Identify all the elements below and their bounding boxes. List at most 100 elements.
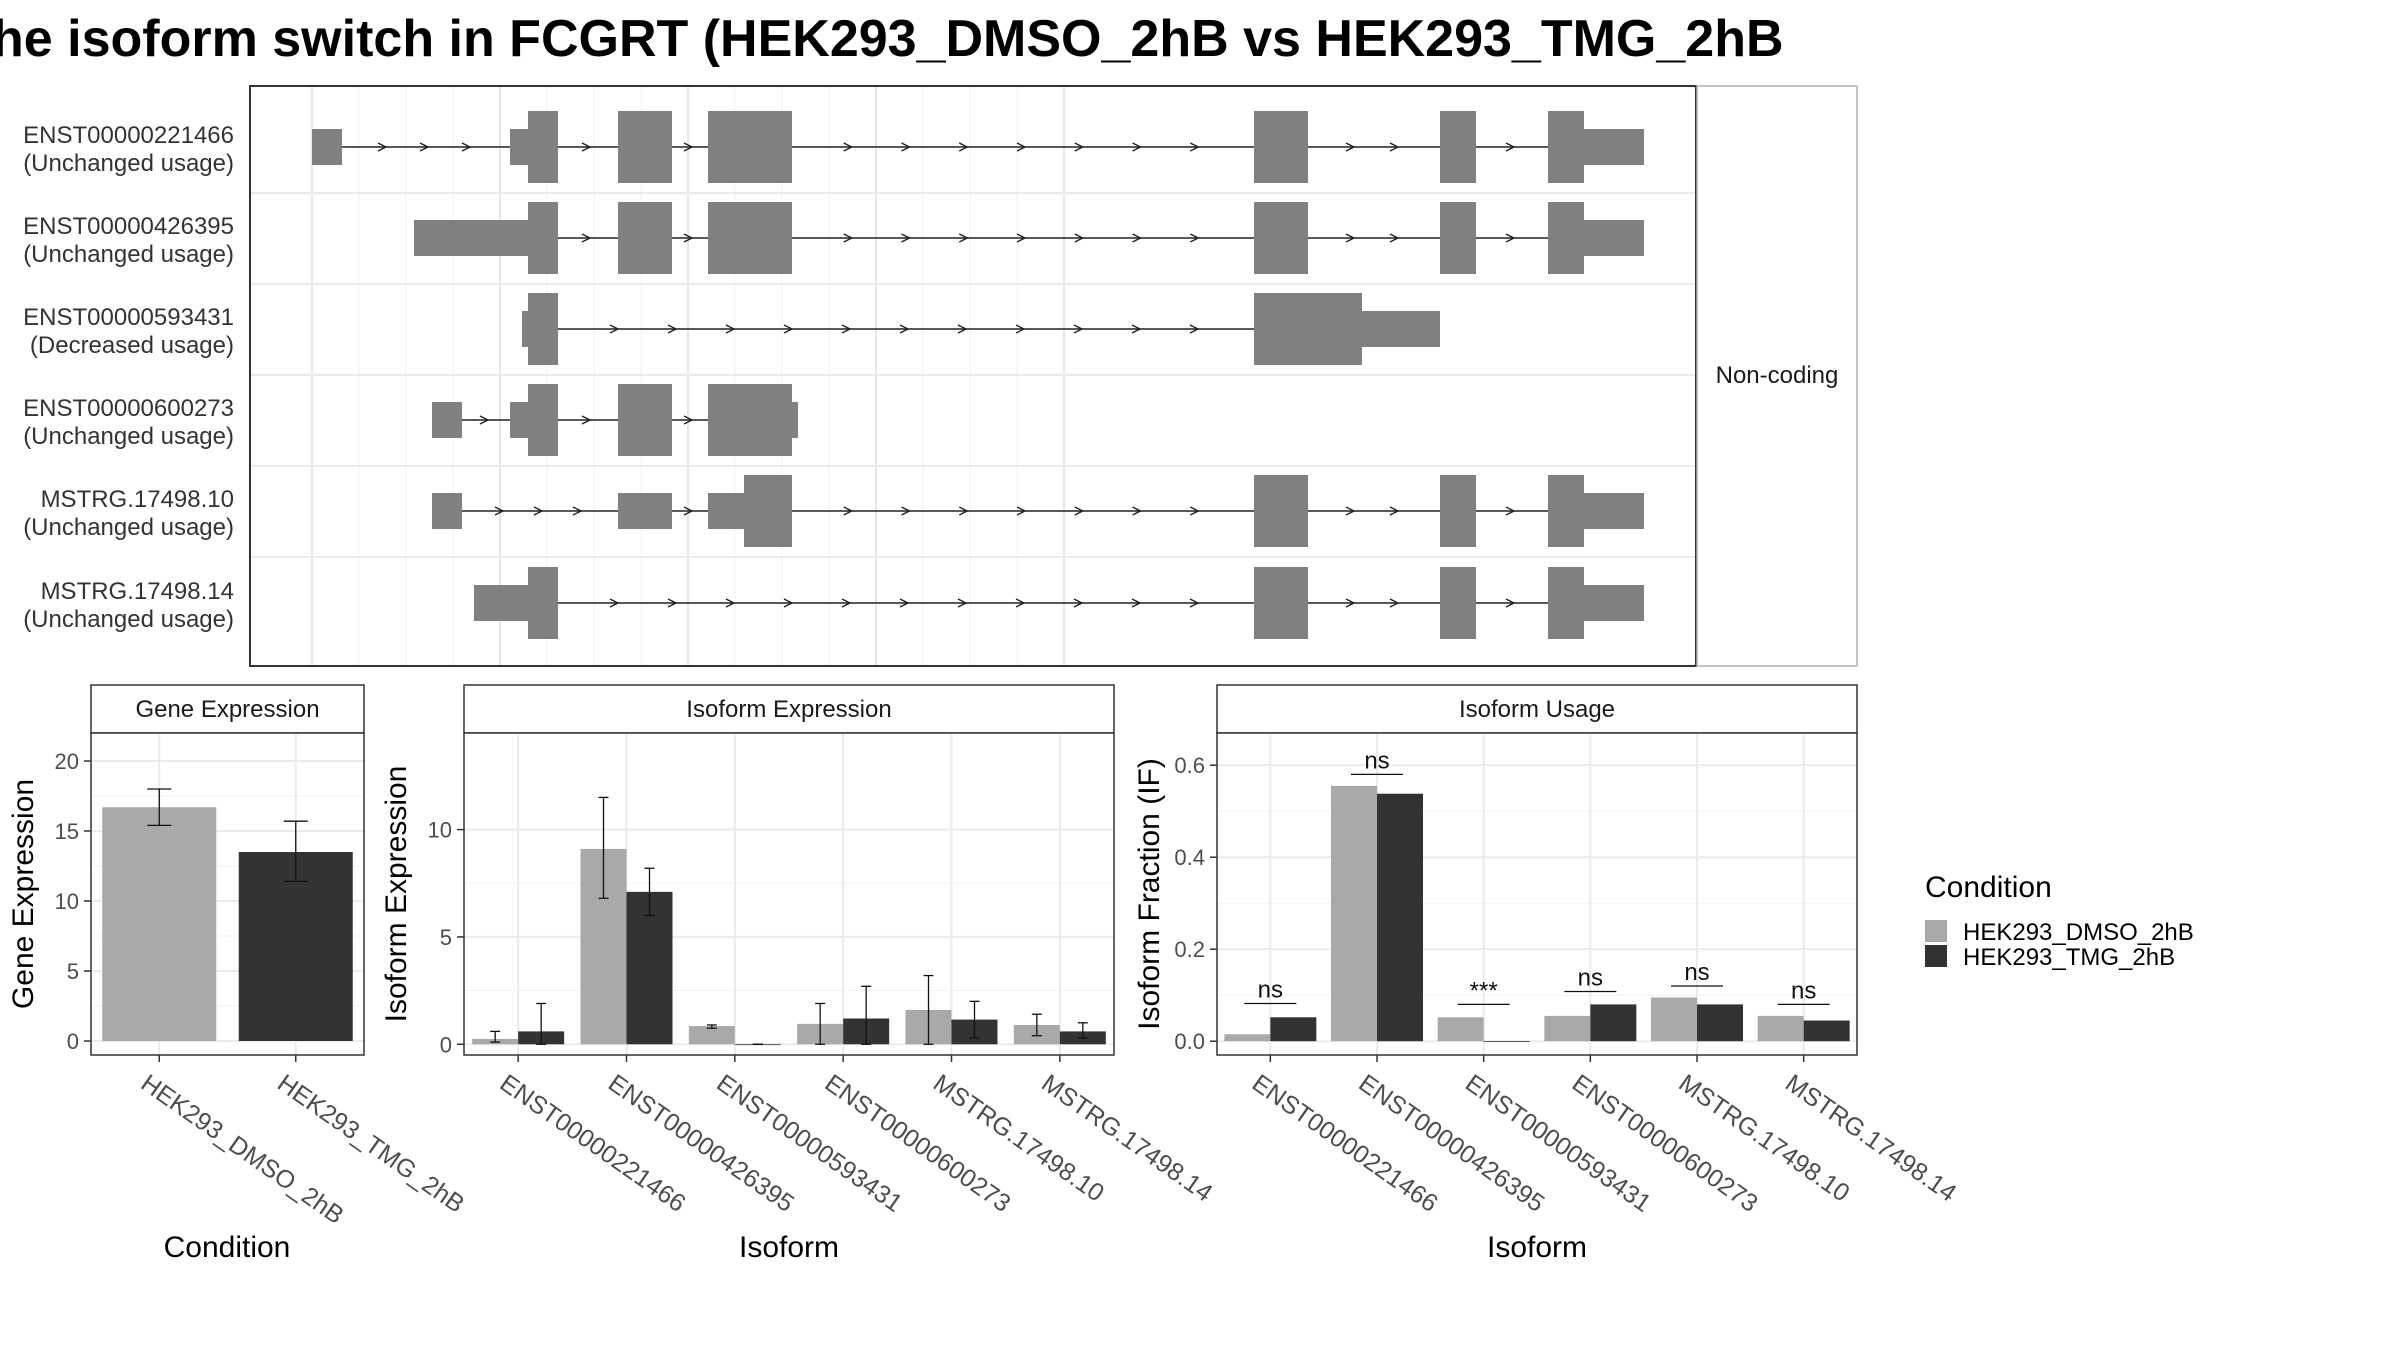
significance-label: ns [1578,965,1603,992]
strip-label: Gene Expression [135,696,319,723]
direction-arrow [958,142,969,152]
direction-arrow [609,324,620,334]
transcript-labels: ENST00000221466(Unchanged usage)ENST0000… [23,122,234,633]
direction-arrow [1505,142,1516,152]
direction-arrow [1389,142,1400,152]
direction-arrow [683,142,694,152]
exon-utr [432,402,462,438]
exon-utr [1584,585,1644,621]
transcript-usage-label: (Unchanged usage) [23,606,234,633]
direction-arrow [1131,324,1142,334]
bar [1590,1004,1637,1042]
y-tick-label: 0.2 [1174,937,1205,962]
direction-arrow [1073,324,1084,334]
panel-border [1216,732,1858,1056]
exon-coding [1548,202,1584,274]
exon-utr [1584,220,1644,256]
strip-box [463,684,1115,734]
direction-arrow [901,506,912,516]
bar [1224,1034,1271,1042]
exon-utr [432,493,462,529]
x-axis-title: Isoform [1487,1231,1587,1264]
exon-utr [510,402,528,438]
structure-grid [250,86,1696,666]
direction-arrow [572,506,583,516]
direction-arrow [1073,598,1084,608]
transcript-row [414,202,1644,274]
y-tick-label: 0.6 [1174,753,1205,778]
significance-label: ns [1684,959,1709,986]
exon-coding [528,384,558,456]
bar [102,807,217,1041]
direction-arrow [581,233,592,243]
exon-utr [312,129,342,165]
direction-arrow [667,598,678,608]
structure-panel-border [249,85,1697,667]
direction-arrow [581,142,592,152]
direction-arrow [533,506,544,516]
direction-arrow [683,506,694,516]
significance-label: ns [1258,976,1283,1003]
facet-label: Non-coding [1716,362,1839,389]
exon-coding [1254,293,1362,365]
x-tick-label: ENST00000426395 [1354,1069,1550,1218]
y-tick-label: 20 [55,749,79,774]
direction-arrow [1189,598,1200,608]
exon-coding [744,475,792,547]
direction-arrow [725,598,736,608]
direction-arrow [683,415,694,425]
direction-arrow [1345,506,1356,516]
transcript-row [432,475,1644,547]
direction-arrow [1016,142,1027,152]
exon-coding [708,111,792,183]
x-tick-label: MSTRG.17498.14 [1780,1069,1961,1208]
exon-utr [510,129,528,165]
exon-coding [1548,111,1584,183]
transcript-row [432,384,798,456]
direction-arrow [1345,142,1356,152]
significance-label: ns [1791,977,1816,1004]
exon-utr [1584,129,1644,165]
y-tick-label: 0 [67,1029,79,1054]
direction-arrow [901,142,912,152]
panel-background [464,733,1114,1055]
x-axis-title: Isoform [739,1231,839,1264]
legend: Condition HEK293_DMSO_2hB HEK293_TMG_2hB [1925,871,2194,971]
y-tick-label: 5 [67,959,79,984]
exon-coding [528,202,558,274]
direction-arrow [1505,598,1516,608]
exon-coding [1548,475,1584,547]
direction-arrow [899,598,910,608]
transcript-usage-label: (Unchanged usage) [23,514,234,541]
transcript-usage-label: (Unchanged usage) [23,241,234,268]
direction-arrow [843,233,854,243]
exon-coding [1254,475,1308,547]
direction-arrow [377,142,388,152]
panel-border [90,732,365,1056]
direction-arrow [725,324,736,334]
direction-arrow [1015,324,1026,334]
direction-arrow [1074,233,1085,243]
bar [1270,1017,1317,1042]
exon-coding [1440,202,1476,274]
transcript-row [312,111,1644,183]
transcript-row [522,293,1440,365]
legend-title: Condition [1925,871,2052,904]
structure-rows [312,111,1644,639]
x-tick-label: ENST00000221466 [495,1069,691,1218]
strip-box [90,684,365,734]
direction-arrow [1132,506,1143,516]
bar [1803,1020,1850,1042]
direction-arrow [1131,598,1142,608]
bar [1437,1017,1484,1042]
legend-swatch-dmso [1925,920,1947,942]
x-tick-label: ENST00000221466 [1247,1069,1443,1218]
isoform-expression-chart: Isoform Expression 0 5 10 Isoform Expression… [380,684,1218,1264]
transcript-id-label: MSTRG.17498.14 [41,578,234,605]
bar [626,891,673,1045]
direction-arrow [667,324,678,334]
legend-swatch-tmg [1925,945,1947,967]
exon-coding [618,384,672,456]
direction-arrow [841,598,852,608]
